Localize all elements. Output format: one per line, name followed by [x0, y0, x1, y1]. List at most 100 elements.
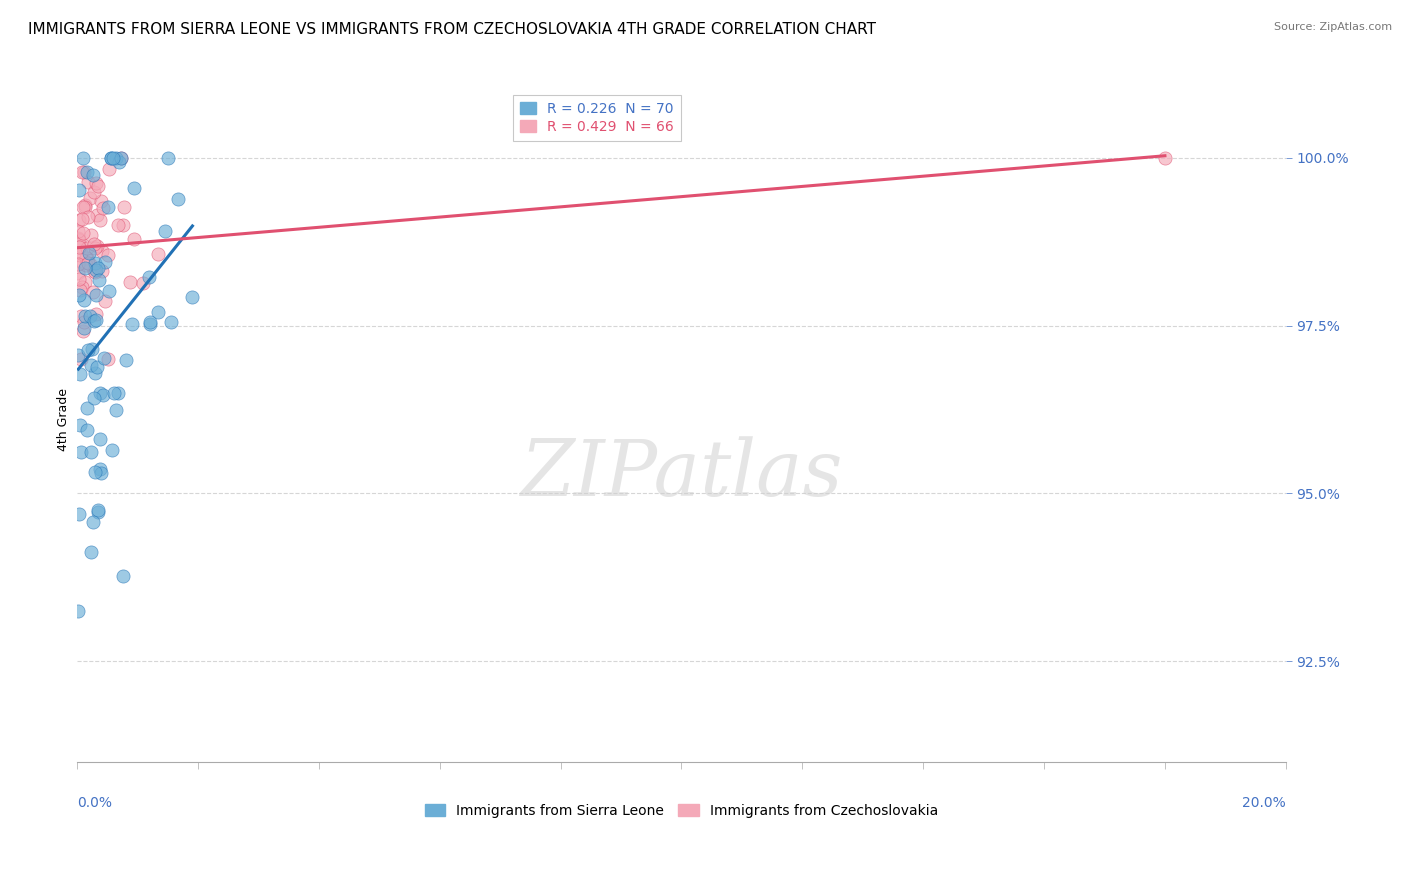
Point	[73, 165, 96, 179]
Point	[103, 385, 125, 400]
Point	[112, 200, 135, 214]
Point	[83, 366, 105, 380]
Point	[69, 248, 91, 262]
Point	[89, 273, 111, 287]
Point	[75, 258, 97, 272]
Point	[148, 247, 170, 261]
Text: ZIPatlas: ZIPatlas	[520, 436, 842, 513]
Point	[72, 256, 94, 270]
Point	[101, 151, 124, 165]
Point	[82, 168, 104, 182]
Point	[167, 192, 190, 206]
Point	[87, 505, 110, 519]
Text: 20.0%: 20.0%	[1241, 797, 1285, 811]
Point	[72, 324, 94, 338]
Point	[69, 418, 91, 433]
Point	[84, 465, 107, 479]
Point	[72, 200, 94, 214]
Point	[91, 244, 114, 258]
Point	[1154, 151, 1177, 165]
Point	[77, 210, 100, 224]
Point	[67, 287, 90, 301]
Point	[96, 200, 118, 214]
Point	[76, 241, 98, 255]
Point	[90, 263, 112, 277]
Point	[84, 288, 107, 302]
Point	[77, 343, 100, 357]
Point	[153, 224, 176, 238]
Point	[75, 197, 97, 211]
Point	[108, 155, 131, 169]
Point	[83, 236, 105, 251]
Point	[70, 352, 93, 367]
Point	[67, 347, 90, 361]
Point	[70, 212, 93, 227]
Point	[67, 182, 90, 196]
Point	[98, 285, 121, 299]
Point	[72, 151, 94, 165]
Point	[86, 260, 108, 275]
Point	[69, 367, 91, 381]
Point	[73, 321, 96, 335]
Point	[98, 162, 121, 177]
Point	[139, 317, 162, 331]
Point	[110, 151, 132, 165]
Point	[90, 466, 112, 480]
Point	[122, 181, 145, 195]
Point	[97, 352, 120, 367]
Point	[132, 276, 155, 290]
Point	[86, 208, 108, 222]
Point	[86, 313, 108, 327]
Point	[83, 185, 105, 199]
Point	[73, 315, 96, 329]
Y-axis label: 4th Grade: 4th Grade	[58, 388, 70, 451]
Point	[84, 241, 107, 255]
Point	[73, 275, 96, 289]
Point	[107, 385, 129, 400]
Point	[77, 246, 100, 260]
Point	[91, 388, 114, 402]
Point	[82, 516, 104, 530]
Point	[67, 223, 90, 237]
Point	[80, 228, 103, 243]
Point	[138, 315, 160, 329]
Text: Source: ZipAtlas.com: Source: ZipAtlas.com	[1274, 22, 1392, 32]
Point	[67, 256, 90, 270]
Point	[86, 238, 108, 252]
Point	[104, 403, 127, 417]
Point	[79, 257, 101, 271]
Point	[67, 272, 90, 286]
Point	[110, 151, 132, 165]
Point	[146, 304, 169, 318]
Point	[101, 443, 124, 458]
Point	[76, 401, 98, 416]
Point	[72, 226, 94, 240]
Point	[87, 178, 110, 193]
Point	[67, 604, 90, 618]
Point	[75, 200, 97, 214]
Point	[89, 462, 111, 476]
Point	[138, 269, 160, 284]
Point	[67, 267, 90, 281]
Point	[83, 392, 105, 406]
Point	[72, 165, 94, 179]
Point	[93, 351, 115, 366]
Point	[91, 201, 114, 215]
Point	[70, 246, 93, 260]
Point	[86, 360, 108, 375]
Point	[70, 445, 93, 459]
Point	[104, 151, 127, 165]
Point	[89, 432, 111, 446]
Point	[80, 545, 103, 559]
Point	[97, 248, 120, 262]
Point	[84, 256, 107, 270]
Point	[83, 263, 105, 277]
Point	[181, 290, 204, 304]
Point	[83, 314, 105, 328]
Text: IMMIGRANTS FROM SIERRA LEONE VS IMMIGRANTS FROM CZECHOSLOVAKIA 4TH GRADE CORRELA: IMMIGRANTS FROM SIERRA LEONE VS IMMIGRAN…	[28, 22, 876, 37]
Point	[89, 386, 111, 401]
Point	[69, 212, 91, 227]
Point	[80, 358, 103, 372]
Point	[67, 231, 90, 245]
Point	[100, 151, 122, 165]
